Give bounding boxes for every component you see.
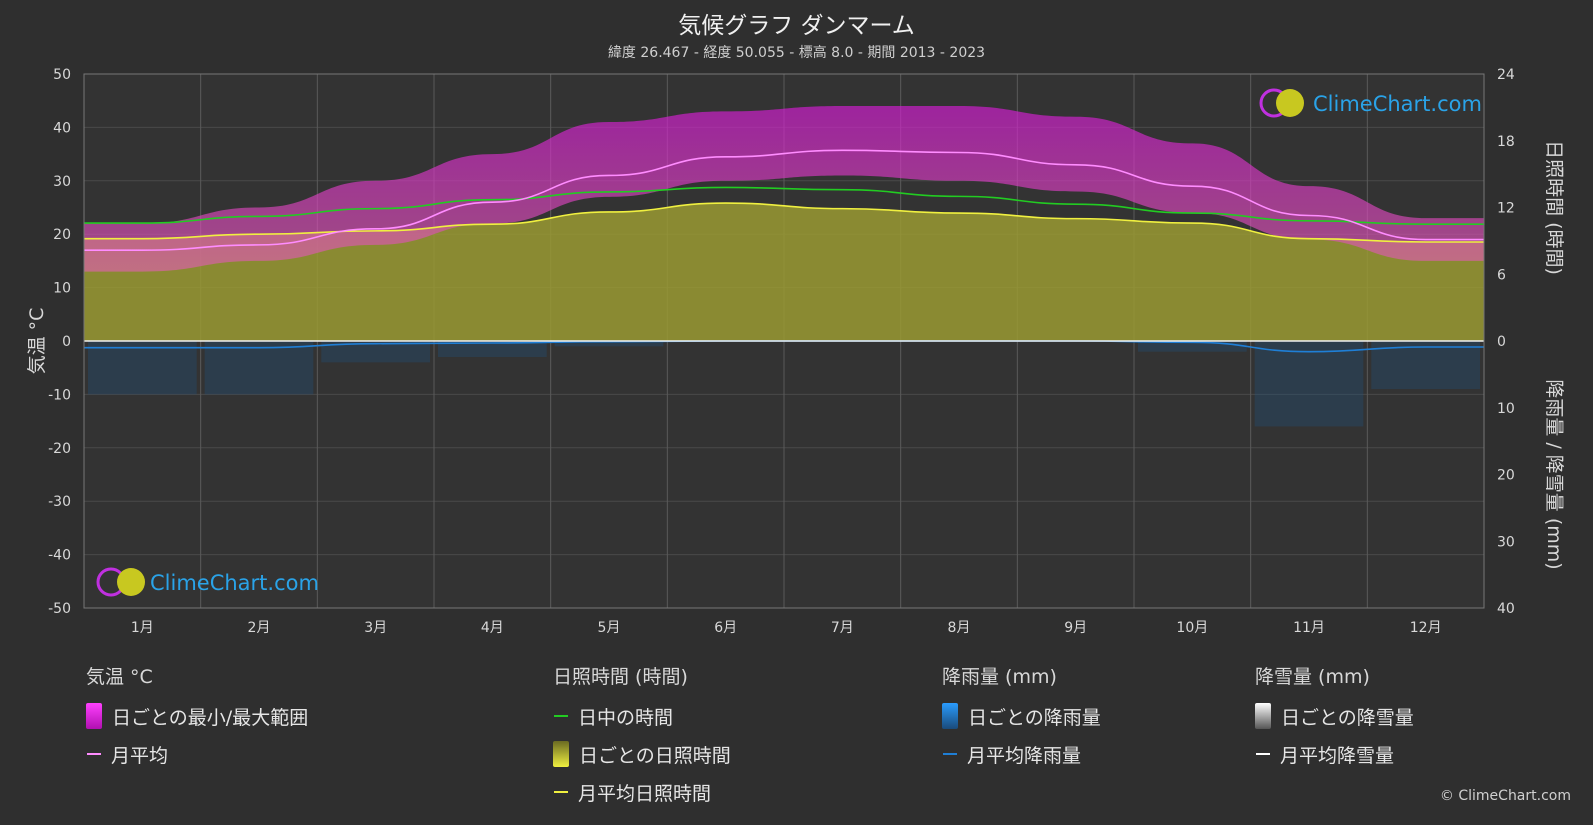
legend-item: 日ごとの最小/最大範囲 bbox=[86, 703, 308, 729]
month-label: 3月 bbox=[364, 620, 387, 636]
legend-title: 日照時間 (時間) bbox=[553, 666, 688, 688]
tick-label-left: -30 bbox=[48, 494, 71, 510]
sunshine-daily-swatch bbox=[553, 741, 569, 767]
month-label: 9月 bbox=[1064, 620, 1087, 636]
sunshine-avg-line bbox=[83, 202, 1484, 243]
legend-label: 日ごとの降雨量 bbox=[968, 706, 1101, 729]
month-label: 1月 bbox=[131, 620, 154, 636]
legend-title: 降雪量 (mm) bbox=[1255, 666, 1370, 688]
tick-label-right-rain: 30 bbox=[1497, 534, 1515, 550]
sunshine-avg-swatch bbox=[554, 791, 568, 793]
tick-label-left: -50 bbox=[48, 601, 71, 617]
watermark-bottom: ClimeChart.com bbox=[96, 567, 319, 597]
legend-label: 日中の時間 bbox=[578, 706, 674, 729]
logo-sun-icon bbox=[117, 568, 145, 596]
rain-bar bbox=[1254, 341, 1364, 427]
y-axis-label-right-bottom: 降雨量 / 降雪量 (mm) bbox=[1543, 379, 1565, 569]
tick-label-left: 40 bbox=[53, 120, 71, 136]
legend-title: 降雨量 (mm) bbox=[942, 666, 1057, 688]
legend-sunshine: 日照時間 (時間) 日中の時間 日ごとの日照時間 月平均日照時間 bbox=[553, 662, 731, 817]
month-label: 12月 bbox=[1410, 620, 1442, 636]
watermark-text-top: ClimeChart.com bbox=[1313, 92, 1482, 116]
copyright: © ClimeChart.com bbox=[1439, 788, 1571, 804]
month-label: 4月 bbox=[481, 620, 504, 636]
tick-label-left: 30 bbox=[53, 174, 71, 190]
watermark-text-bottom: ClimeChart.com bbox=[150, 571, 319, 595]
legend-label: 月平均降雪量 bbox=[1280, 744, 1395, 767]
tick-label-left: -20 bbox=[48, 441, 71, 457]
rain-bar bbox=[321, 341, 430, 363]
tick-label-right-sun: 24 bbox=[1497, 67, 1515, 83]
daylight-swatch bbox=[554, 715, 568, 717]
month-label: 10月 bbox=[1176, 620, 1208, 636]
tick-label-left: -10 bbox=[48, 387, 71, 403]
legend-item: 月平均日照時間 bbox=[553, 779, 731, 805]
rain-bar bbox=[204, 341, 314, 395]
tick-label-left: 0 bbox=[62, 334, 71, 350]
tick-label-left: 10 bbox=[53, 281, 71, 297]
temp-range-band bbox=[84, 106, 1484, 272]
tick-label-right-rain: 10 bbox=[1497, 401, 1515, 417]
rain-daily-swatch bbox=[942, 703, 958, 729]
snow-avg-swatch bbox=[1256, 753, 1270, 755]
month-label: 6月 bbox=[714, 620, 737, 636]
axes: 50 40 30 20 10 0 -10 -20 -30 -40 -50 24 18 12 6 0 10 20 30… bbox=[26, 67, 1565, 636]
tick-label-right-sun: 18 bbox=[1497, 134, 1515, 150]
rain-avg-swatch bbox=[943, 753, 957, 755]
rain-bars bbox=[88, 341, 1480, 427]
legend-temperature: 気温 °C 日ごとの最小/最大範囲 月平均 bbox=[86, 662, 308, 779]
temp-range-swatch bbox=[86, 703, 102, 729]
legend-item: 日中の時間 bbox=[553, 703, 731, 729]
y-axis-label-left: 気温 °C bbox=[26, 308, 48, 375]
month-label: 5月 bbox=[598, 620, 621, 636]
y-axis-label-right-top: 日照時間 (時間) bbox=[1543, 140, 1565, 275]
tick-label-right-sun: 0 bbox=[1497, 334, 1506, 350]
tick-label-right-sun: 6 bbox=[1497, 267, 1506, 283]
tick-label-left: 50 bbox=[53, 67, 71, 83]
series-lines bbox=[83, 149, 1484, 353]
rain-bar bbox=[1138, 341, 1247, 352]
temp-avg-swatch bbox=[87, 753, 101, 755]
tick-label-right-sun: 12 bbox=[1497, 201, 1515, 217]
tick-label-right-rain: 40 bbox=[1497, 601, 1515, 617]
rain-bar bbox=[438, 341, 547, 358]
legend-label: 月平均降雨量 bbox=[967, 744, 1082, 767]
snow-daily-swatch bbox=[1255, 703, 1271, 729]
sunshine-fill bbox=[84, 203, 1484, 341]
rain-bar bbox=[554, 341, 664, 347]
climate-chart: 50 40 30 20 10 0 -10 -20 -30 -40 -50 24 18 12 6 0 10 20 30… bbox=[26, 67, 1565, 636]
watermark-top: ClimeChart.com bbox=[1259, 88, 1482, 118]
legend-item: 月平均 bbox=[86, 741, 308, 767]
month-label: 7月 bbox=[831, 620, 854, 636]
tick-label-right-rain: 20 bbox=[1497, 468, 1515, 484]
sunshine-area bbox=[84, 203, 1484, 341]
legend-label: 月平均 bbox=[111, 744, 169, 767]
legend-label: 日ごとの降雪量 bbox=[1281, 706, 1414, 729]
daylight-line bbox=[83, 186, 1484, 225]
legend-title: 気温 °C bbox=[86, 666, 153, 688]
legend-item: 月平均降雪量 bbox=[1255, 741, 1414, 767]
legend-label: 月平均日照時間 bbox=[578, 782, 712, 805]
rain-bar bbox=[88, 341, 197, 395]
legend-snow: 降雪量 (mm) 日ごとの降雪量 月平均降雪量 bbox=[1255, 662, 1414, 779]
month-label: 2月 bbox=[248, 620, 271, 636]
logo-sun-icon bbox=[1276, 89, 1304, 117]
legend-item: 日ごとの降雪量 bbox=[1255, 703, 1414, 729]
month-label: 8月 bbox=[948, 620, 971, 636]
temperature-range-area bbox=[84, 106, 1484, 272]
legend-label: 日ごとの日照時間 bbox=[579, 744, 731, 767]
temp-avg-line bbox=[84, 149, 1484, 252]
plot-border bbox=[83, 73, 1485, 609]
chart-subtitle: 緯度 26.467 - 経度 50.055 - 標高 8.0 - 期間 2013… bbox=[607, 45, 986, 61]
legend-item: 月平均降雨量 bbox=[942, 741, 1101, 767]
legend-item: 日ごとの降雨量 bbox=[942, 703, 1101, 729]
tick-label-left: -40 bbox=[48, 548, 71, 564]
rain-bar bbox=[1371, 341, 1480, 390]
month-label: 11月 bbox=[1293, 620, 1325, 636]
legend-item: 日ごとの日照時間 bbox=[553, 741, 731, 767]
chart-title: 気候グラフ ダンマーム bbox=[678, 13, 915, 39]
legend-label: 日ごとの最小/最大範囲 bbox=[112, 706, 309, 729]
legend-rain: 降雨量 (mm) 日ごとの降雨量 月平均降雨量 bbox=[942, 662, 1101, 779]
tick-label-left: 20 bbox=[53, 227, 71, 243]
